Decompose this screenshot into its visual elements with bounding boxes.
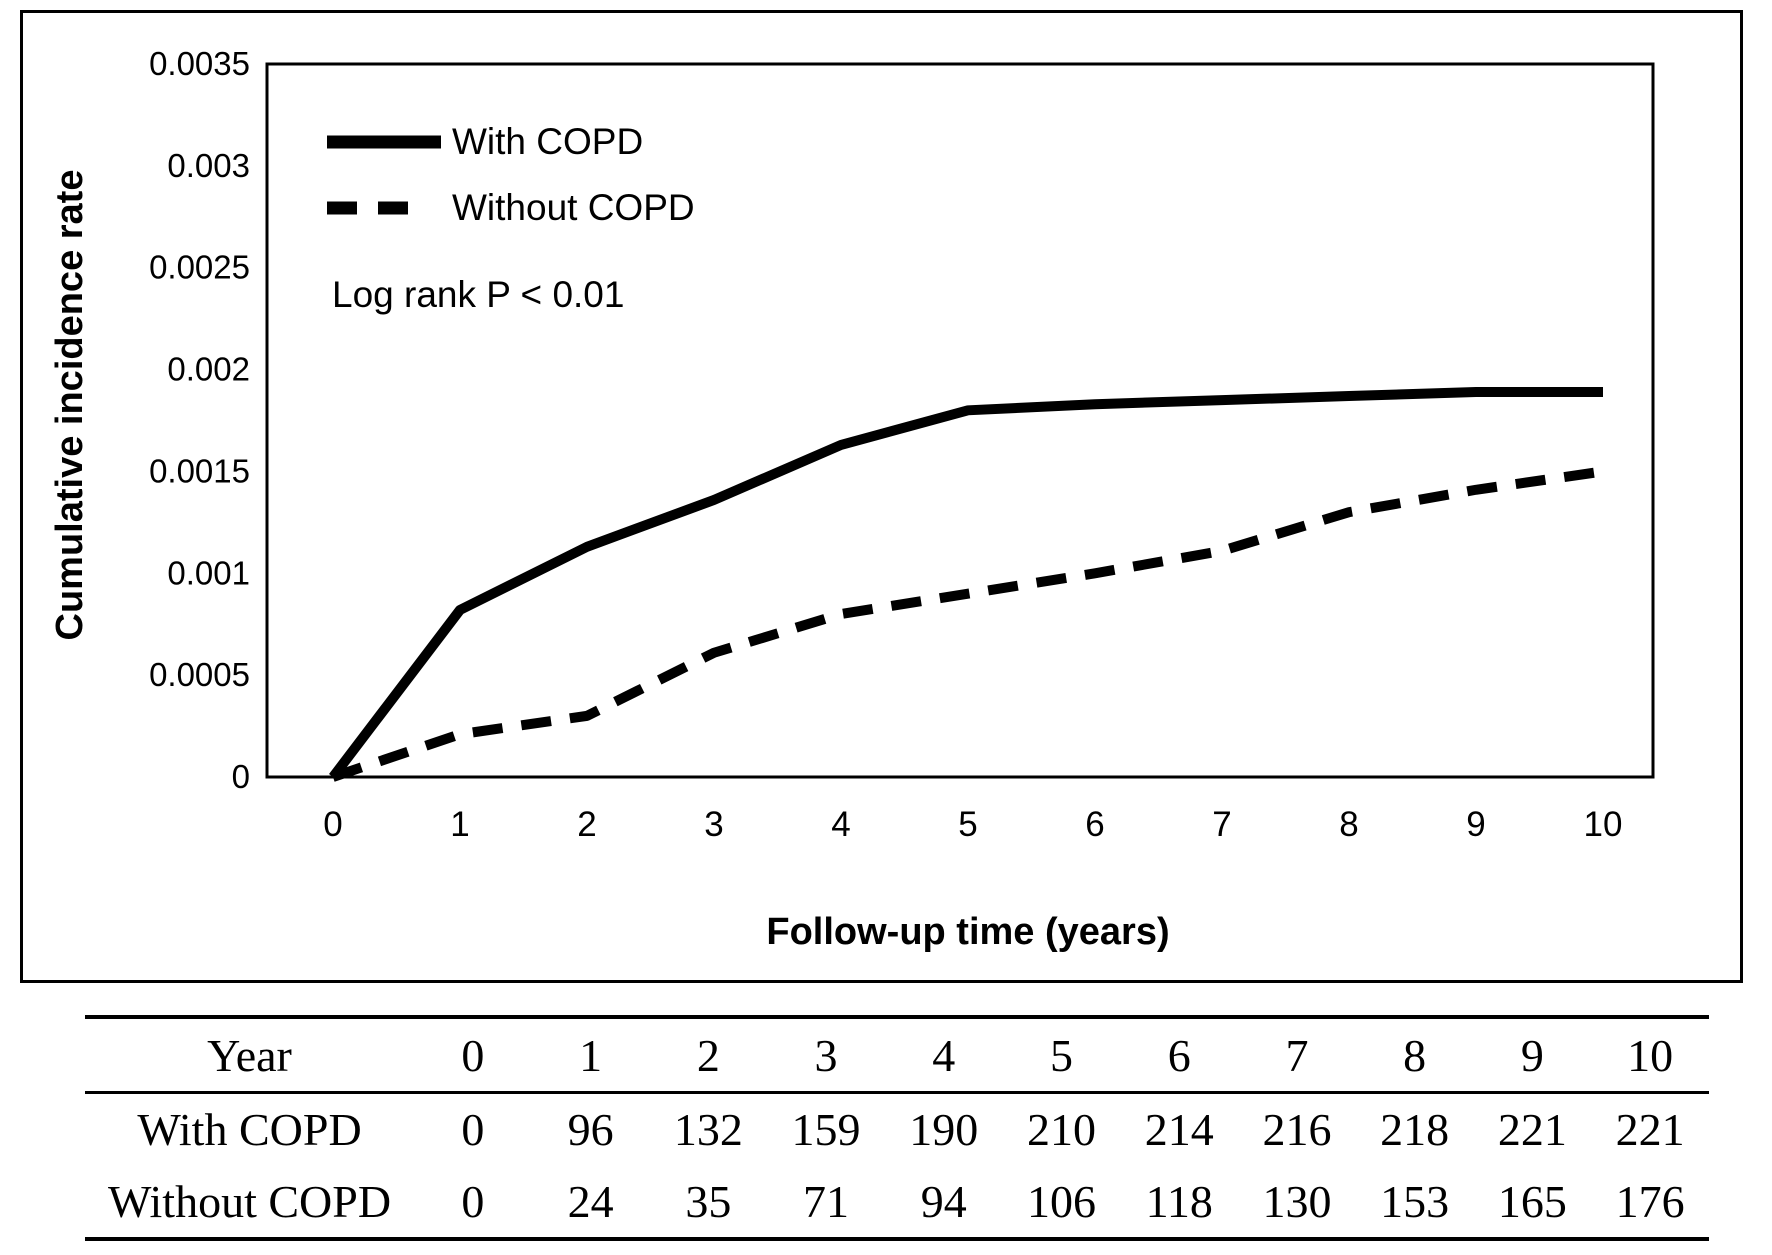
x-tick-label: 10	[1584, 805, 1623, 844]
count-row1-4: 94	[920, 1175, 967, 1227]
count-row0-4: 190	[909, 1104, 979, 1155]
year-header-8: 8	[1403, 1029, 1427, 1081]
count-row1-7: 130	[1262, 1175, 1332, 1227]
count-row0-8: 218	[1380, 1104, 1450, 1155]
x-tick-label: 9	[1466, 805, 1485, 844]
x-tick-label: 0	[323, 805, 342, 844]
count-row0-3: 159	[791, 1104, 861, 1155]
x-tick-label: 1	[450, 805, 469, 844]
series-line-without-copd	[331, 466, 1604, 782]
events-table: Year 0 1 2 3 4 5 6 7 8 9 10 With COPD 0 96 132 159 190 210…	[85, 1015, 1709, 1241]
year-header-0: 0	[461, 1029, 485, 1081]
chart-series	[329, 386, 1604, 782]
figure-panel: 0.0035 0.003 0.0025 0.002 0.0015 0.001 0.0005 0…	[20, 10, 1743, 983]
count-row0-0: 0	[461, 1104, 485, 1155]
year-header-4: 4	[932, 1029, 956, 1081]
legend-label: Without COPD	[452, 187, 695, 228]
count-row1-1: 24	[567, 1175, 614, 1227]
year-header-9: 9	[1520, 1029, 1544, 1081]
table-header-row: Year 0 1 2 3 4 5 6 7 8 9 10	[85, 1019, 1709, 1094]
table-row-with-copd-label: With COPD	[137, 1104, 362, 1155]
year-header-6: 6	[1167, 1029, 1191, 1081]
plot-frame	[265, 62, 1655, 779]
cumulative-incidence-chart: 0.00350.0030.00250.0020.00150.0010.00050…	[49, 45, 1655, 953]
y-axis-title: Cumulative incidence rate	[49, 170, 91, 641]
count-row1-6: 118	[1145, 1175, 1213, 1227]
y-axis-tick-labels: 0.0035 0.003 0.0025 0.002 0.0015 0.001 0.0005 0	[149, 45, 250, 795]
y-tick-label: 0.002	[167, 351, 250, 388]
table-header-row-label: Year	[207, 1029, 292, 1081]
count-row0-6: 214	[1144, 1104, 1214, 1155]
year-header-2: 2	[696, 1029, 720, 1081]
logrank-annotation: Log rank P < 0.01	[332, 274, 624, 315]
x-tick-label: 4	[831, 805, 850, 844]
count-row1-10: 176	[1615, 1175, 1685, 1227]
year-header-7: 7	[1285, 1029, 1309, 1081]
count-row0-5: 210	[1026, 1104, 1096, 1155]
chart-legend: With COPD Without COPD	[327, 121, 695, 228]
table-row-with-copd: With COPD 0 96 132 159 190 210 214 216 218 221 221	[85, 1094, 1709, 1165]
count-row0-7: 216	[1262, 1104, 1332, 1155]
y-tick-label: 0.001	[167, 554, 250, 591]
series-line-with-copd	[329, 386, 1603, 781]
year-header-3: 3	[814, 1029, 838, 1081]
year-header-10: 10	[1627, 1029, 1674, 1081]
x-tick-label: 7	[1212, 805, 1231, 844]
count-row0-9: 221	[1497, 1104, 1567, 1155]
count-row0-10: 221	[1615, 1104, 1685, 1155]
x-tick-label: 3	[704, 805, 723, 844]
x-tick-label: 2	[577, 805, 596, 844]
count-row1-2: 35	[685, 1175, 732, 1227]
y-tick-label: 0.0035	[149, 45, 250, 82]
x-axis-tick-labels: 0 1 2 3 4 5 6 7 8 9 10	[323, 805, 1622, 844]
y-tick-label: 0	[232, 758, 250, 795]
count-row1-9: 165	[1497, 1175, 1567, 1227]
x-tick-label: 5	[958, 805, 977, 844]
table-row-without-copd-label: Without COPD	[107, 1175, 392, 1227]
x-tick-label: 8	[1339, 805, 1358, 844]
count-row1-3: 71	[803, 1175, 850, 1227]
y-tick-label: 0.003	[167, 147, 250, 184]
count-row0-1: 96	[567, 1104, 614, 1155]
x-axis-title: Follow-up time (years)	[766, 911, 1169, 953]
count-row1-8: 153	[1380, 1175, 1450, 1227]
count-row1-0: 0	[461, 1175, 485, 1227]
year-header-1: 1	[579, 1029, 603, 1081]
y-tick-label: 0.0005	[149, 656, 250, 693]
legend-label: With COPD	[452, 121, 643, 162]
y-tick-label: 0.0015	[149, 452, 250, 489]
year-header-5: 5	[1049, 1029, 1073, 1081]
x-tick-label: 6	[1085, 805, 1104, 844]
table-row-without-copd: Without COPD 0 24 35 71 94 106 118 130 153 165 176	[85, 1165, 1709, 1237]
y-tick-label: 0.0025	[149, 249, 250, 286]
count-row1-5: 106	[1026, 1175, 1096, 1227]
count-row0-2: 132	[673, 1104, 743, 1155]
